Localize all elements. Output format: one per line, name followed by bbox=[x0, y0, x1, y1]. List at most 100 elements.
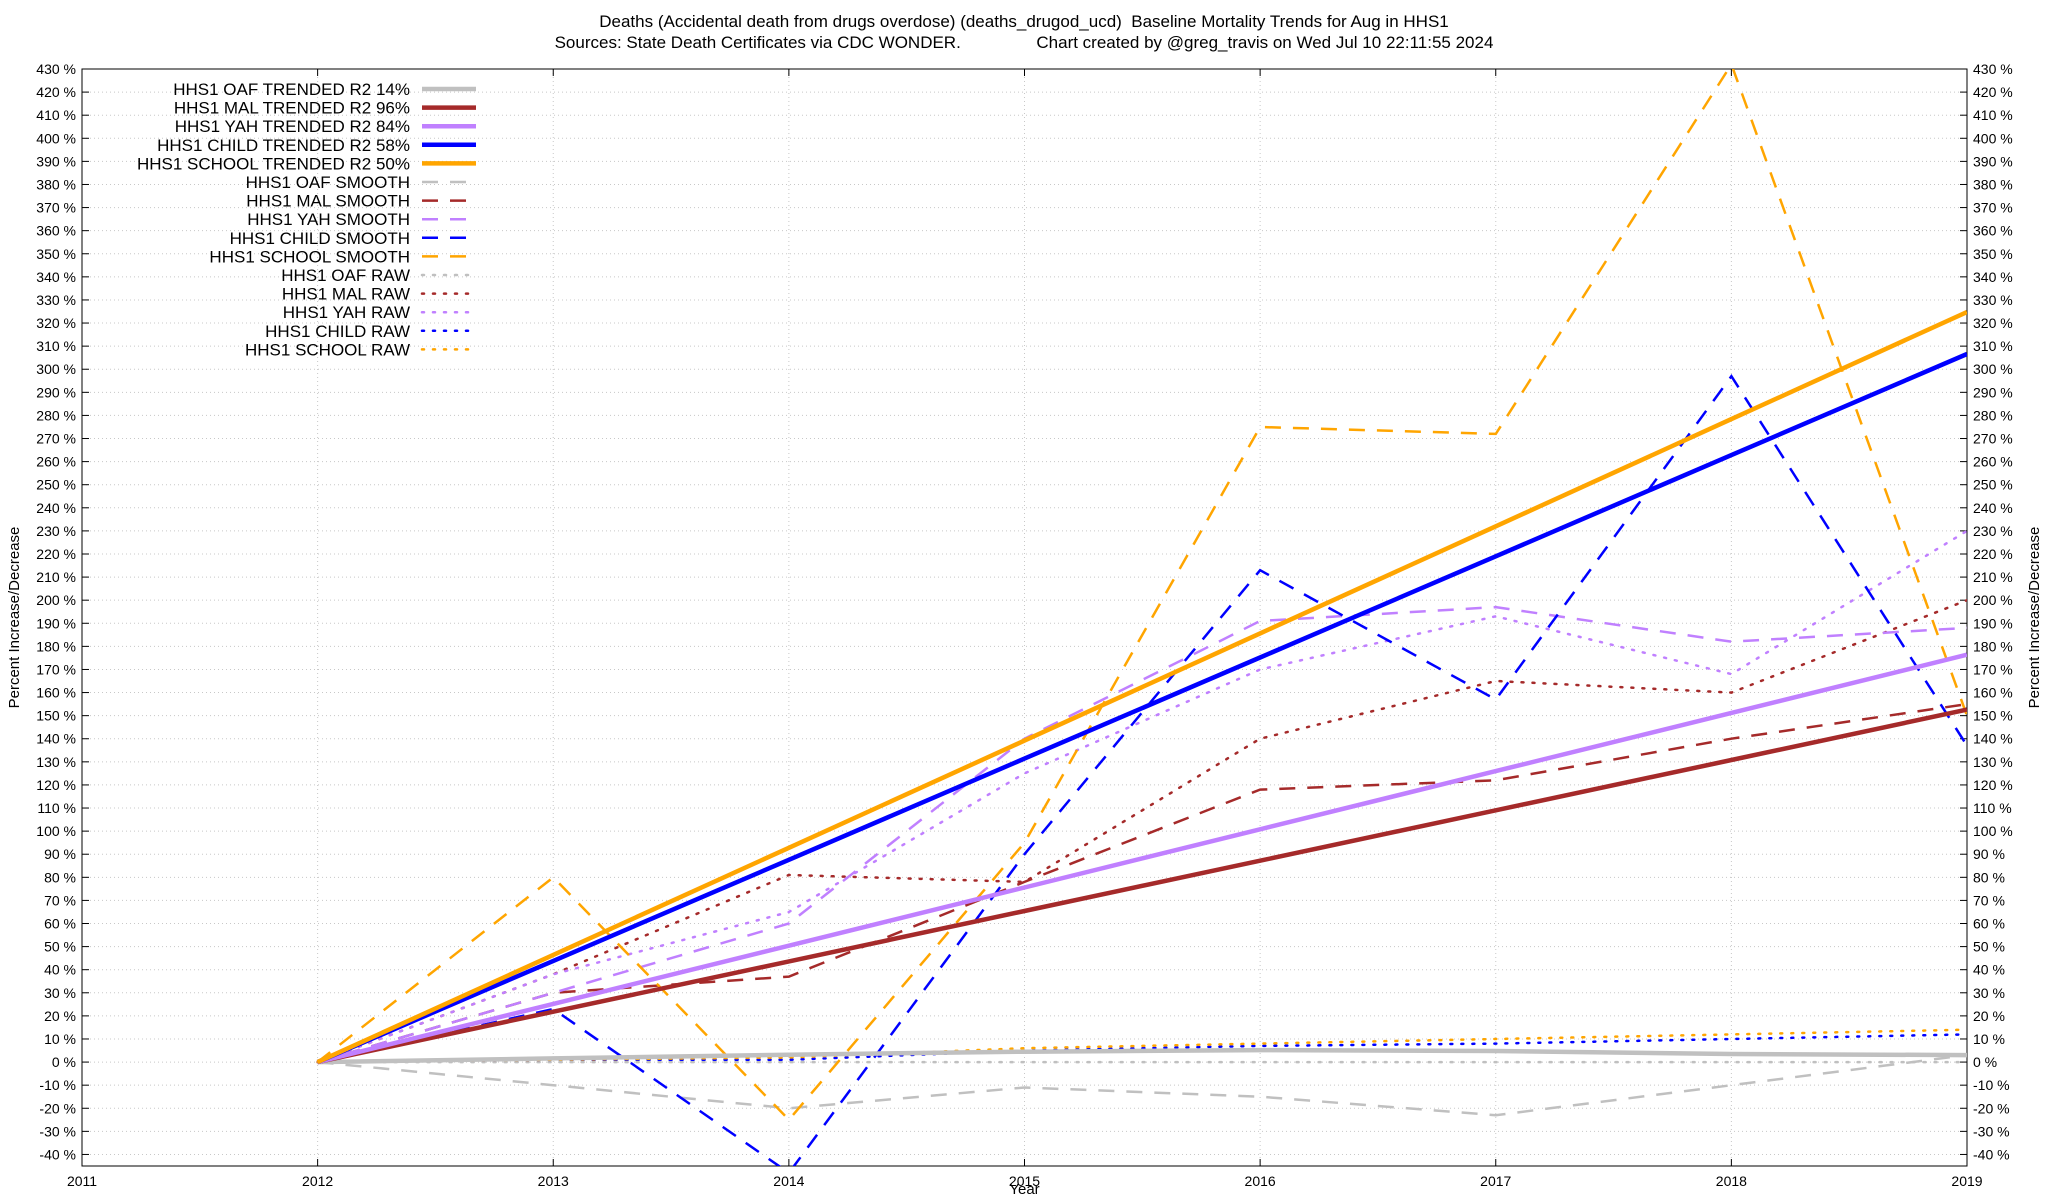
legend-label: HHS1 MAL TRENDED R2 96% bbox=[174, 99, 410, 118]
chart-subtitle: Sources: State Death Certificates via CD… bbox=[554, 33, 1494, 52]
y-tick-label-left: 210 % bbox=[36, 569, 76, 585]
y-tick-label-right: -10 % bbox=[1973, 1077, 2010, 1093]
y-tick-label-right: 220 % bbox=[1973, 546, 2013, 562]
y-tick-label-right: 270 % bbox=[1973, 431, 2013, 447]
x-tick-label: 2018 bbox=[1716, 1173, 1747, 1189]
y-tick-label-left: -20 % bbox=[39, 1100, 76, 1116]
y-tick-label-left: 30 % bbox=[44, 985, 76, 1001]
y-tick-label-right: 130 % bbox=[1973, 754, 2013, 770]
y-tick-label-left: -40 % bbox=[39, 1146, 76, 1162]
y-tick-label-left: 180 % bbox=[36, 638, 76, 654]
y-tick-label-left: 100 % bbox=[36, 823, 76, 839]
series-line-raw-12 bbox=[316, 529, 1967, 1064]
y-tick-label-right: 80 % bbox=[1973, 869, 2005, 885]
x-axis-label: Year bbox=[1009, 1181, 1039, 1198]
y-tick-label-right: 210 % bbox=[1973, 569, 2013, 585]
y-axis-label-right: Percent Increase/Decrease bbox=[2026, 527, 2043, 709]
series-line-raw-11 bbox=[316, 598, 1967, 1064]
x-tick-label: 2016 bbox=[1245, 1173, 1276, 1189]
x-tick-label: 2017 bbox=[1480, 1173, 1511, 1189]
y-tick-label-right: 400 % bbox=[1973, 130, 2013, 146]
y-tick-label-right: -20 % bbox=[1973, 1100, 2010, 1116]
y-tick-label-right: 390 % bbox=[1973, 153, 2013, 169]
y-tick-label-left: 340 % bbox=[36, 269, 76, 285]
legend-label: HHS1 CHILD TRENDED R2 58% bbox=[157, 136, 410, 155]
y-tick-label-left: -10 % bbox=[39, 1077, 76, 1093]
series-line-smooth-5 bbox=[317, 1053, 1967, 1117]
y-tick-label-left: 290 % bbox=[36, 384, 76, 400]
legend-label: HHS1 CHILD SMOOTH bbox=[230, 229, 410, 248]
legend-label: HHS1 YAH TRENDED R2 84% bbox=[175, 117, 410, 136]
y-tick-label-right: 60 % bbox=[1973, 916, 2005, 932]
legend-label: HHS1 YAH RAW bbox=[283, 303, 410, 322]
y-tick-label-left: 330 % bbox=[36, 292, 76, 308]
y-tick-label-right: 350 % bbox=[1973, 246, 2013, 262]
y-tick-label-right: 410 % bbox=[1973, 107, 2013, 123]
legend-label: HHS1 OAF RAW bbox=[281, 266, 410, 285]
y-tick-label-left: 230 % bbox=[36, 523, 76, 539]
y-tick-label-right: -30 % bbox=[1973, 1123, 2010, 1139]
y-tick-label-right: 230 % bbox=[1973, 523, 2013, 539]
y-tick-label-left: 370 % bbox=[36, 200, 76, 216]
y-tick-label-right: 0 % bbox=[1973, 1054, 1997, 1070]
series-line-trend-3 bbox=[316, 351, 1967, 1065]
legend-label: HHS1 MAL RAW bbox=[282, 285, 410, 304]
y-tick-label-left: 350 % bbox=[36, 246, 76, 262]
series-line-trend-1 bbox=[317, 707, 1967, 1065]
y-tick-label-left: 80 % bbox=[44, 869, 76, 885]
y-tick-label-right: 40 % bbox=[1973, 962, 2005, 978]
legend-label: HHS1 SCHOOL TRENDED R2 50% bbox=[137, 154, 410, 173]
y-tick-label-left: 50 % bbox=[44, 939, 76, 955]
y-tick-label-right: 320 % bbox=[1973, 315, 2013, 331]
y-tick-label-right: 170 % bbox=[1973, 661, 2013, 677]
y-tick-label-left: 260 % bbox=[36, 454, 76, 470]
y-tick-label-right: 30 % bbox=[1973, 985, 2005, 1001]
x-tick-label: 2019 bbox=[1951, 1173, 1982, 1189]
y-tick-label-right: 120 % bbox=[1973, 777, 2013, 793]
y-tick-label-left: 140 % bbox=[36, 731, 76, 747]
y-tick-label-left: 430 % bbox=[36, 61, 76, 77]
legend-label: HHS1 SCHOOL SMOOTH bbox=[209, 247, 410, 266]
y-tick-label-right: 150 % bbox=[1973, 708, 2013, 724]
y-tick-label-left: 390 % bbox=[36, 153, 76, 169]
y-tick-label-left: 380 % bbox=[36, 176, 76, 192]
y-tick-label-left: 130 % bbox=[36, 754, 76, 770]
legend-label: HHS1 SCHOOL RAW bbox=[245, 340, 410, 359]
y-tick-label-right: 430 % bbox=[1973, 61, 2013, 77]
y-tick-label-right: 140 % bbox=[1973, 731, 2013, 747]
legend-label: HHS1 MAL SMOOTH bbox=[246, 192, 410, 211]
legend-label: HHS1 OAF SMOOTH bbox=[246, 173, 410, 192]
series-line-smooth-6 bbox=[317, 702, 1967, 1064]
y-tick-label-right: 50 % bbox=[1973, 939, 2005, 955]
y-tick-label-left: 40 % bbox=[44, 962, 76, 978]
y-tick-label-left: 300 % bbox=[36, 361, 76, 377]
x-tick-label: 2015 bbox=[1009, 1173, 1040, 1189]
x-tick-label: 2012 bbox=[302, 1173, 333, 1189]
y-tick-label-left: 400 % bbox=[36, 130, 76, 146]
y-tick-label-right: 300 % bbox=[1973, 361, 2013, 377]
y-tick-label-right: 70 % bbox=[1973, 892, 2005, 908]
y-tick-label-left: 220 % bbox=[36, 546, 76, 562]
x-tick-label: 2014 bbox=[773, 1173, 804, 1189]
y-tick-label-right: 110 % bbox=[1973, 800, 2012, 816]
y-axis-label-left: Percent Increase/Decrease bbox=[6, 527, 23, 709]
y-tick-label-right: 20 % bbox=[1973, 1008, 2005, 1024]
y-tick-label-left: 0 % bbox=[52, 1054, 76, 1070]
legend-label: HHS1 CHILD RAW bbox=[265, 322, 410, 341]
y-tick-label-left: 10 % bbox=[44, 1031, 76, 1047]
y-tick-label-left: 60 % bbox=[44, 916, 76, 932]
chart-title: Deaths (Accidental death from drugs over… bbox=[599, 12, 1449, 31]
y-tick-label-right: 280 % bbox=[1973, 407, 2013, 423]
y-tick-label-right: 190 % bbox=[1973, 615, 2013, 631]
y-tick-label-left: 200 % bbox=[36, 592, 76, 608]
y-tick-label-left: 120 % bbox=[36, 777, 76, 793]
y-tick-label-left: 90 % bbox=[44, 846, 76, 862]
y-tick-label-left: 280 % bbox=[36, 407, 76, 423]
y-tick-label-left: 410 % bbox=[36, 107, 76, 123]
y-tick-label-left: 20 % bbox=[44, 1008, 76, 1024]
y-tick-label-left: 160 % bbox=[36, 685, 76, 701]
legend-label: HHS1 OAF TRENDED R2 14% bbox=[173, 80, 410, 99]
y-tick-label-right: 90 % bbox=[1973, 846, 2005, 862]
y-tick-label-right: 160 % bbox=[1973, 685, 2013, 701]
y-tick-label-left: 420 % bbox=[36, 84, 76, 100]
